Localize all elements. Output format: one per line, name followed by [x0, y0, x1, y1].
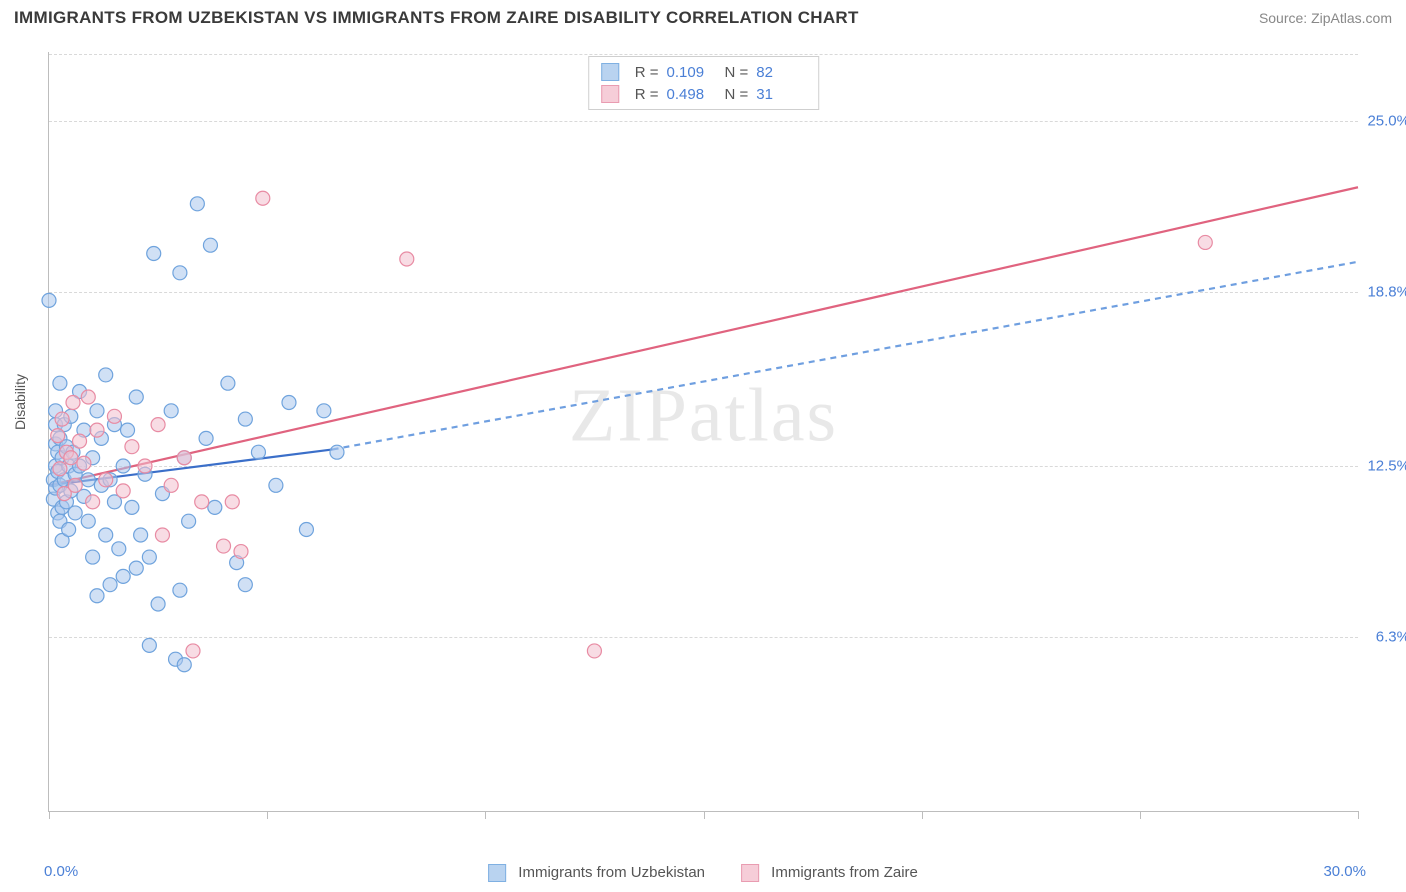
legend-r-label: R = [635, 86, 659, 103]
legend-row-b: R = 0.498 N = 31 [601, 83, 807, 105]
legend-item-b: Immigrants from Zaire [741, 864, 918, 882]
legend-r-value-b: 0.498 [667, 86, 717, 103]
legend-label-b: Immigrants from Zaire [771, 864, 918, 881]
legend-r-value-a: 0.109 [667, 64, 717, 81]
series-legend: Immigrants from Uzbekistan Immigrants fr… [488, 864, 918, 882]
x-axis-min-label: 0.0% [44, 863, 78, 880]
scatter-svg [49, 52, 1358, 811]
legend-swatch-a-bottom [488, 864, 506, 882]
legend-item-a: Immigrants from Uzbekistan [488, 864, 705, 882]
correlation-legend: R = 0.109 N = 82 R = 0.498 N = 31 [588, 56, 820, 110]
legend-row-a: R = 0.109 N = 82 [601, 61, 807, 83]
legend-swatch-a [601, 63, 619, 81]
y-tick-label: 18.8% [1367, 284, 1406, 301]
y-tick-label: 25.0% [1367, 113, 1406, 130]
chart-header: IMMIGRANTS FROM UZBEKISTAN VS IMMIGRANTS… [0, 0, 1406, 34]
chart-title: IMMIGRANTS FROM UZBEKISTAN VS IMMIGRANTS… [14, 8, 859, 28]
legend-label-a: Immigrants from Uzbekistan [518, 864, 705, 881]
chart-source: Source: ZipAtlas.com [1259, 10, 1392, 26]
series-a-points [42, 197, 344, 672]
trend-lines-group [49, 187, 1358, 485]
legend-swatch-b-bottom [741, 864, 759, 882]
legend-swatch-b [601, 85, 619, 103]
legend-r-label: R = [635, 64, 659, 81]
x-axis-max-label: 30.0% [1323, 863, 1366, 880]
legend-n-label: N = [725, 86, 749, 103]
legend-n-value-b: 31 [756, 86, 806, 103]
y-axis-label: Disability [12, 374, 28, 430]
legend-n-value-a: 82 [756, 64, 806, 81]
y-tick-label: 6.3% [1376, 629, 1406, 646]
y-tick-label: 12.5% [1367, 458, 1406, 475]
legend-n-label: N = [725, 64, 749, 81]
plot-area: ZIPatlas R = 0.109 N = 82 R = 0.498 N = … [48, 52, 1358, 812]
series-b-points [51, 191, 1213, 658]
